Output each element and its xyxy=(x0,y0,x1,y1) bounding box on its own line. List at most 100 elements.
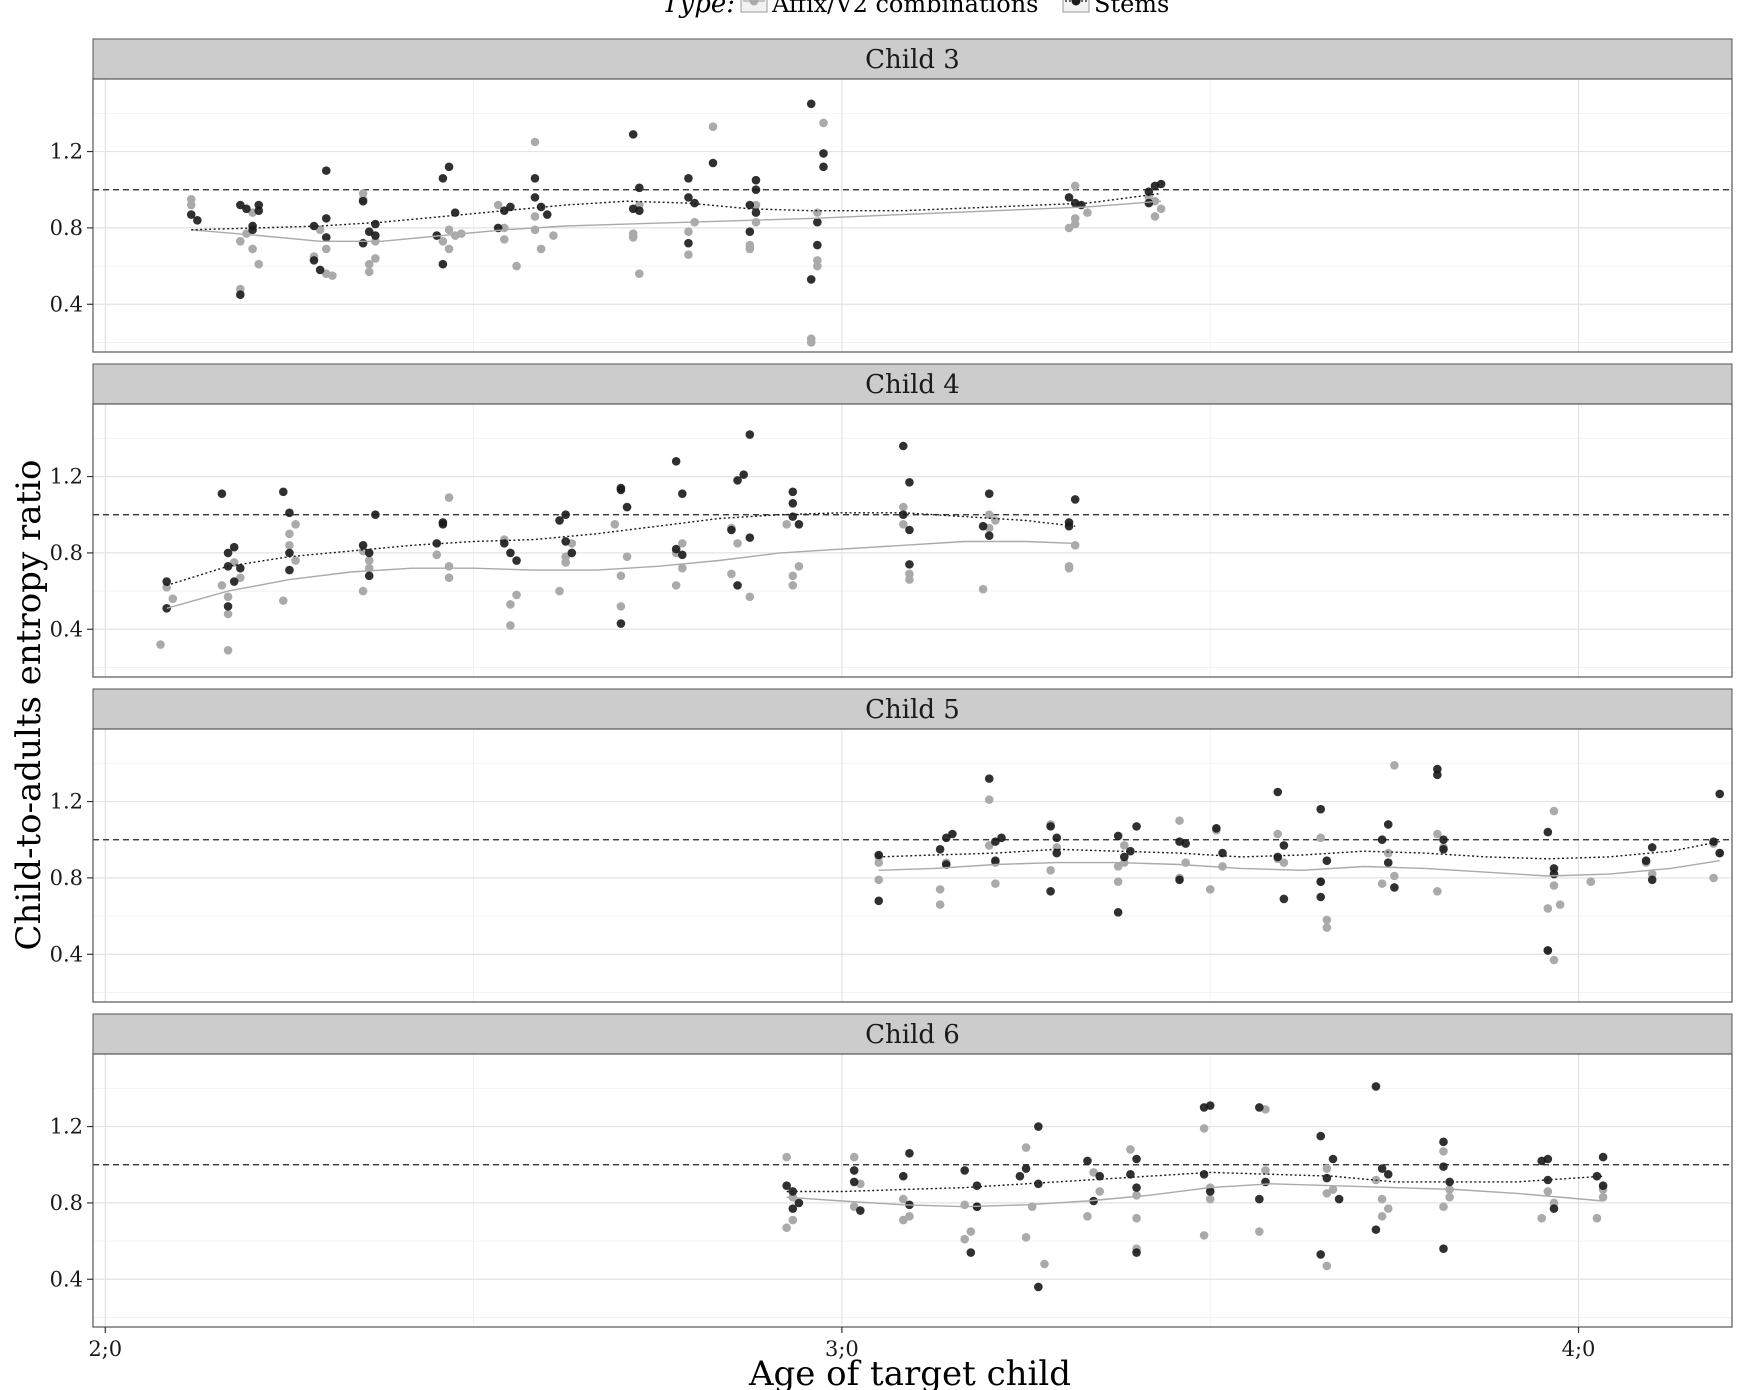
affix-trend-line xyxy=(786,1183,1604,1208)
stems-point xyxy=(248,225,257,235)
stems-point xyxy=(444,162,454,172)
stems-point xyxy=(358,196,368,206)
stems-point xyxy=(1279,894,1289,904)
legend-key-stems-marker xyxy=(1071,0,1081,6)
affix-point xyxy=(849,1152,859,1162)
affix-point xyxy=(1119,841,1129,850)
stems-point xyxy=(727,525,736,535)
panel-border xyxy=(92,403,1733,678)
stems-point xyxy=(542,210,552,219)
stems-point xyxy=(1205,1187,1215,1196)
stems-point xyxy=(1322,856,1332,866)
stems-point xyxy=(309,256,319,265)
stems-point xyxy=(997,833,1006,843)
facet-label: Child 6 xyxy=(865,1020,960,1050)
stems-point xyxy=(1641,856,1651,866)
affix-point xyxy=(684,250,693,259)
stems-point xyxy=(622,502,632,512)
facet-panels: Child 3 0.4 0.8 1.2 Child 4 0.4 0.8 1.2 Child 5 0… xyxy=(50,38,1733,1328)
stems-point xyxy=(849,1177,859,1187)
affix-point xyxy=(254,259,264,269)
affix-point xyxy=(819,118,828,128)
affix-point xyxy=(1390,871,1399,881)
stems-point xyxy=(512,556,521,565)
affix-point xyxy=(364,259,374,269)
stems-trend-line xyxy=(878,840,1720,860)
affix-point xyxy=(849,1202,859,1212)
affix-point xyxy=(1218,862,1227,871)
stems-point xyxy=(678,550,687,560)
stems-trend-line xyxy=(191,192,1162,231)
facet-label: Child 5 xyxy=(865,695,960,725)
stems-point xyxy=(193,215,202,225)
panel-border xyxy=(92,78,1733,353)
affix-point xyxy=(499,235,509,244)
stems-point xyxy=(438,519,448,529)
stems-point xyxy=(905,525,914,535)
affix-point xyxy=(285,540,294,550)
x-tick-label: 3;0 xyxy=(825,1337,859,1361)
stems-point xyxy=(1598,1152,1608,1162)
affix-point xyxy=(217,581,227,590)
affix-point xyxy=(671,581,681,590)
y-tick-label: 0.4 xyxy=(50,1267,83,1291)
stems-point xyxy=(1021,1164,1031,1173)
y-tick-label: 0.8 xyxy=(50,216,83,240)
affix-point xyxy=(536,244,546,254)
stems-point xyxy=(223,548,233,558)
legend-key-affix xyxy=(740,0,768,13)
y-tick-label: 0.4 xyxy=(50,292,83,316)
stems-point xyxy=(1046,886,1055,896)
stems-point xyxy=(984,774,994,783)
stems-point xyxy=(1316,1250,1326,1259)
affix-point xyxy=(1261,1166,1270,1175)
affix-point xyxy=(1586,877,1596,887)
x-tick-label: 4;0 xyxy=(1562,1337,1596,1361)
y-axis-title: Child-to-adults entropy ratio xyxy=(9,460,49,951)
stems-point xyxy=(813,217,822,227)
stems-point xyxy=(1709,837,1718,846)
affix-point xyxy=(978,584,988,594)
stems-point xyxy=(1132,1154,1141,1164)
stems-point xyxy=(1132,1248,1141,1257)
stems-point xyxy=(782,1181,791,1191)
stems-point xyxy=(1328,1154,1338,1164)
stems-point xyxy=(1433,770,1442,780)
affix-point xyxy=(512,590,521,600)
affix-point xyxy=(223,592,233,602)
stems-point xyxy=(708,158,718,168)
affix-point xyxy=(1322,1189,1332,1198)
affix-trend-line xyxy=(166,540,1076,609)
affix-point xyxy=(1175,816,1184,825)
stems-point xyxy=(555,516,564,525)
stems-point xyxy=(1273,852,1283,862)
stems-point xyxy=(1377,835,1387,845)
stems-point xyxy=(364,548,374,558)
stems-point xyxy=(813,240,822,250)
stems-point xyxy=(874,896,884,906)
affix-point xyxy=(1598,1192,1608,1202)
facet-strip xyxy=(92,1013,1733,1055)
stems-point xyxy=(616,485,626,495)
stems-point xyxy=(1371,1225,1381,1234)
affix-point xyxy=(1377,1211,1387,1221)
stems-point xyxy=(371,510,380,520)
affix-point xyxy=(438,236,448,246)
facet-label: Child 4 xyxy=(865,370,960,400)
affix-point xyxy=(616,602,626,611)
stems-point xyxy=(1070,198,1080,208)
stems-point xyxy=(1255,1103,1264,1112)
stems-point xyxy=(1439,1244,1448,1254)
stems-point xyxy=(745,533,755,542)
affix-point xyxy=(1279,858,1289,867)
stems-point xyxy=(978,521,988,531)
stems-point xyxy=(1549,869,1559,879)
stems-point xyxy=(1715,789,1725,799)
stems-point xyxy=(745,430,755,439)
affix-point xyxy=(1132,1190,1141,1200)
stems-point xyxy=(321,214,331,223)
y-tick-label: 1.2 xyxy=(50,790,83,814)
affix-point xyxy=(242,229,251,238)
stems-point xyxy=(794,1198,804,1208)
